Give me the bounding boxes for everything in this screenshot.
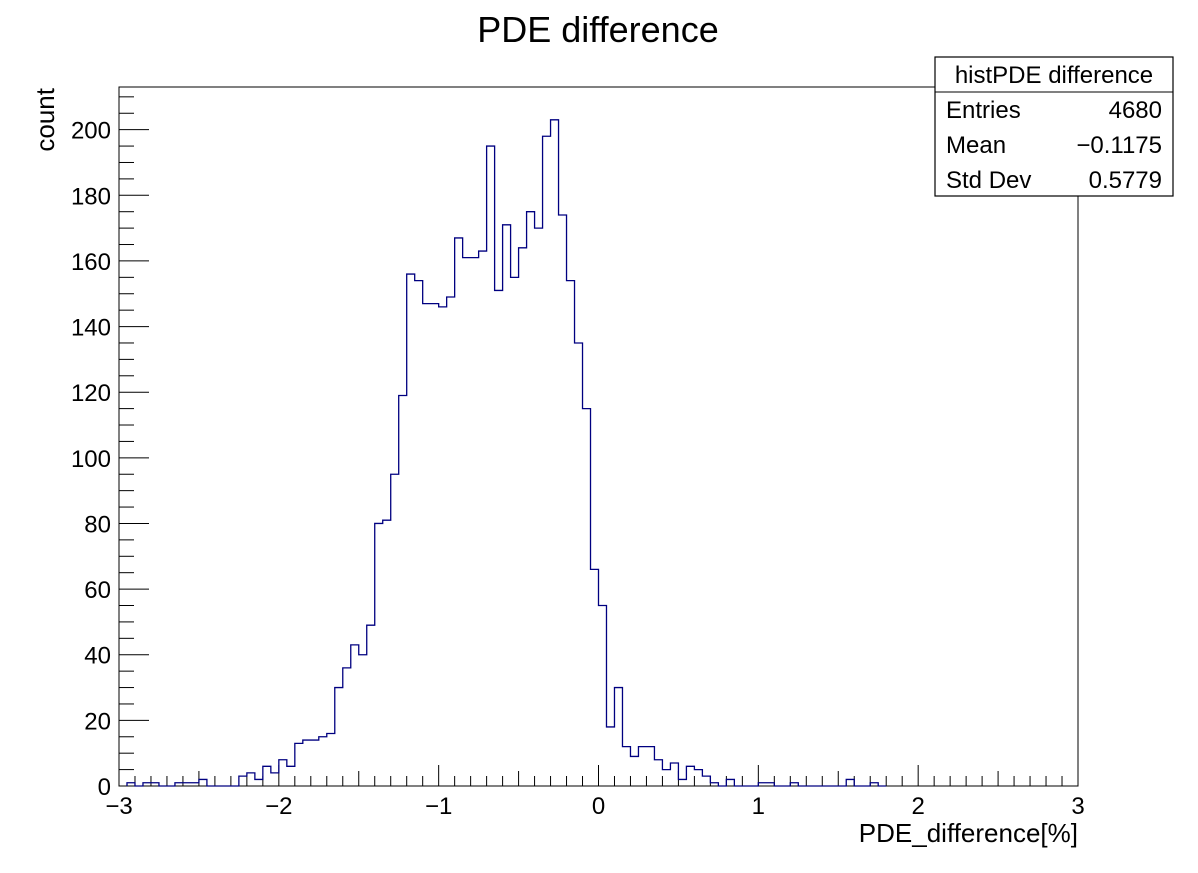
- y-tick-label: 180: [71, 183, 111, 210]
- x-axis-label: PDE_difference[%]: [859, 818, 1078, 848]
- stats-stddev-value: 0.5779: [1089, 167, 1162, 194]
- y-tick-label: 200: [71, 118, 111, 145]
- y-axis-label: count: [30, 87, 60, 151]
- stats-mean-value: −0.1175: [1076, 132, 1162, 159]
- histogram-series-line: [126, 119, 887, 787]
- y-axis-ticks: 0 20 40 60 80 100 120 140 160 180 200: [71, 96, 149, 801]
- x-tick-label: −3: [105, 793, 132, 820]
- x-tick-label: 1: [752, 793, 765, 820]
- stats-entries-value: 4680: [1109, 97, 1162, 124]
- stats-entries-label: Entries: [946, 97, 1021, 124]
- chart-title: PDE difference: [477, 9, 718, 50]
- y-tick-label: 40: [84, 643, 111, 670]
- y-tick-label: 120: [71, 380, 111, 407]
- y-tick-label: 80: [84, 511, 111, 538]
- stats-stddev-label: Std Dev: [946, 167, 1031, 194]
- x-axis-ticks: −3 −2 −1 0 1 2 3: [105, 765, 1085, 820]
- stats-box-frame: [934, 56, 1174, 197]
- y-tick-label: 160: [71, 249, 111, 276]
- plot-frame: [118, 86, 1079, 787]
- x-tick-label: 3: [1071, 793, 1084, 820]
- x-tick-label: −1: [425, 793, 452, 820]
- x-tick-label: 2: [911, 793, 924, 820]
- y-tick-label: 140: [71, 315, 111, 342]
- stats-title: histPDE difference: [955, 62, 1153, 89]
- stats-mean-label: Mean: [946, 132, 1006, 159]
- y-tick-label: 20: [84, 708, 111, 735]
- y-tick-label: 60: [84, 577, 111, 604]
- x-tick-label: 0: [592, 793, 605, 820]
- stats-box: histPDE difference Entries 4680 Mean −0.…: [934, 56, 1174, 197]
- x-tick-label: −2: [265, 793, 292, 820]
- y-tick-label: 100: [71, 446, 111, 473]
- y-tick-label: 0: [98, 774, 111, 801]
